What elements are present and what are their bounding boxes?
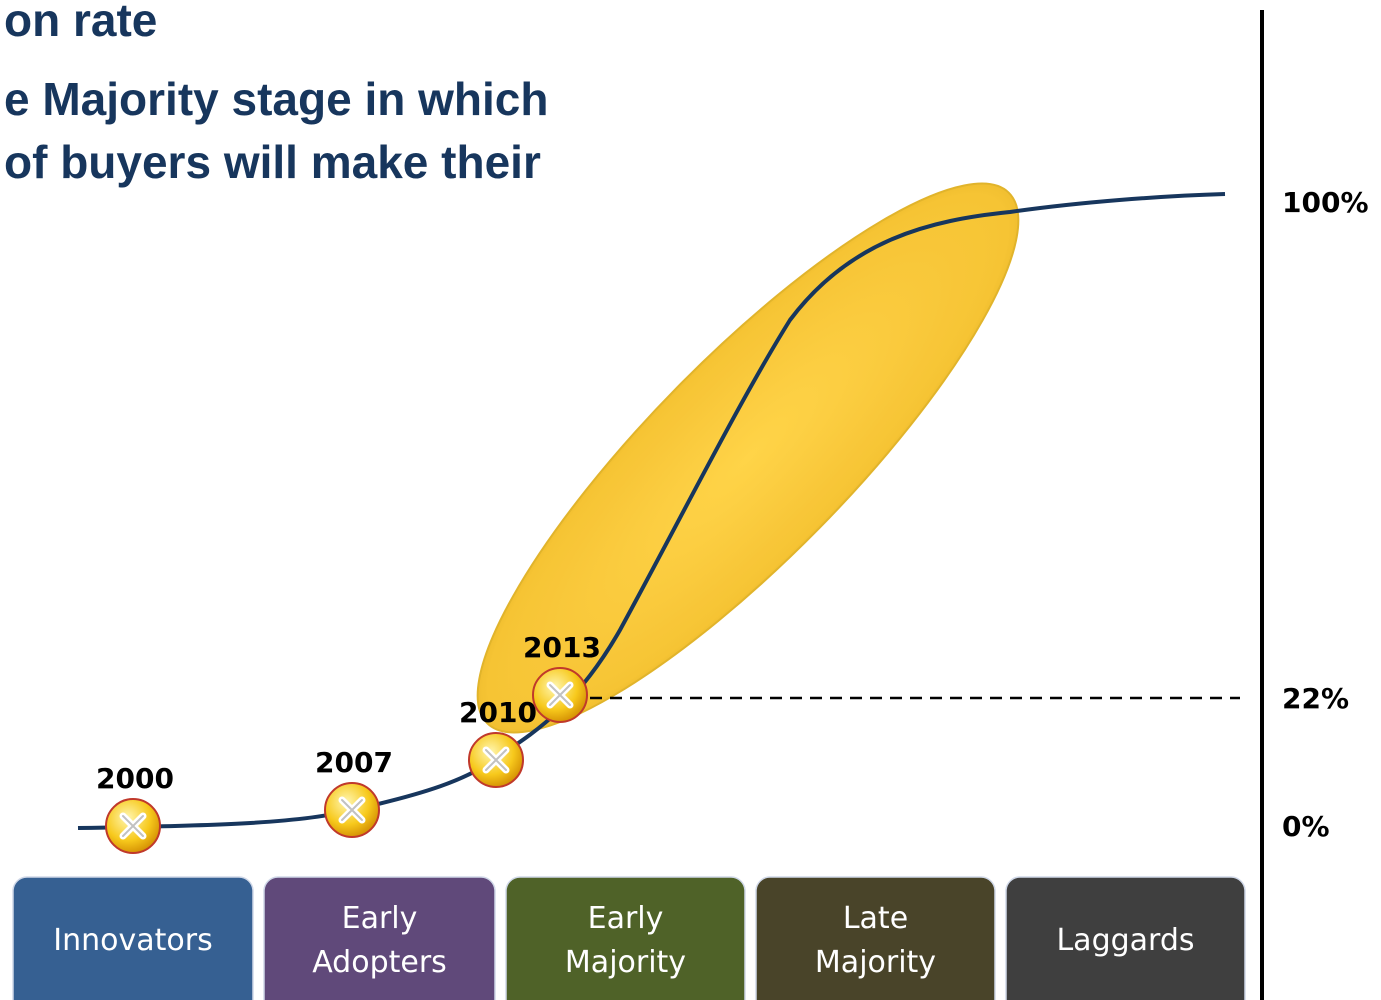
axis-label: 100% xyxy=(1282,186,1369,219)
year-label: 2013 xyxy=(523,631,601,664)
marker-x-edge xyxy=(485,749,507,771)
stage-box xyxy=(505,876,746,1000)
marker-x-edge xyxy=(122,815,144,837)
year-label: 2007 xyxy=(315,746,393,779)
stage-label: Majority xyxy=(565,945,686,980)
axis-label: 22% xyxy=(1282,682,1349,715)
stage-box xyxy=(263,876,496,1000)
marker-x-edge xyxy=(341,799,363,821)
stage-label: Early xyxy=(342,901,418,936)
stage-box xyxy=(1005,876,1246,1000)
heading: on rate e Majority stage in which of buyer… xyxy=(4,0,548,188)
heading-line: e Majority stage in which xyxy=(4,73,548,125)
axis-labels: 100% 22% 0% xyxy=(1282,186,1369,843)
stages: Innovators Early Adopters Early Majority Late… xyxy=(12,876,1246,1000)
year-label: 2000 xyxy=(96,762,174,795)
stage-label: Innovators xyxy=(53,923,212,958)
stage-label: Laggards xyxy=(1056,923,1194,958)
markers: 2000 2007 2010 2013 xyxy=(96,631,601,854)
axis-label: 0% xyxy=(1282,810,1330,843)
marker-x-edge xyxy=(549,684,571,706)
stage-label: Late xyxy=(843,901,908,936)
stage-box xyxy=(755,876,996,1000)
highlight-ellipse xyxy=(476,182,1020,734)
stage-label: Adopters xyxy=(312,945,447,980)
stage-label: Majority xyxy=(815,945,936,980)
year-label: 2010 xyxy=(459,696,537,729)
stage-box xyxy=(12,876,254,1000)
heading-line: on rate xyxy=(4,0,157,46)
stage-label: Early xyxy=(588,901,664,936)
heading-line: of buyers will make their xyxy=(4,136,541,188)
